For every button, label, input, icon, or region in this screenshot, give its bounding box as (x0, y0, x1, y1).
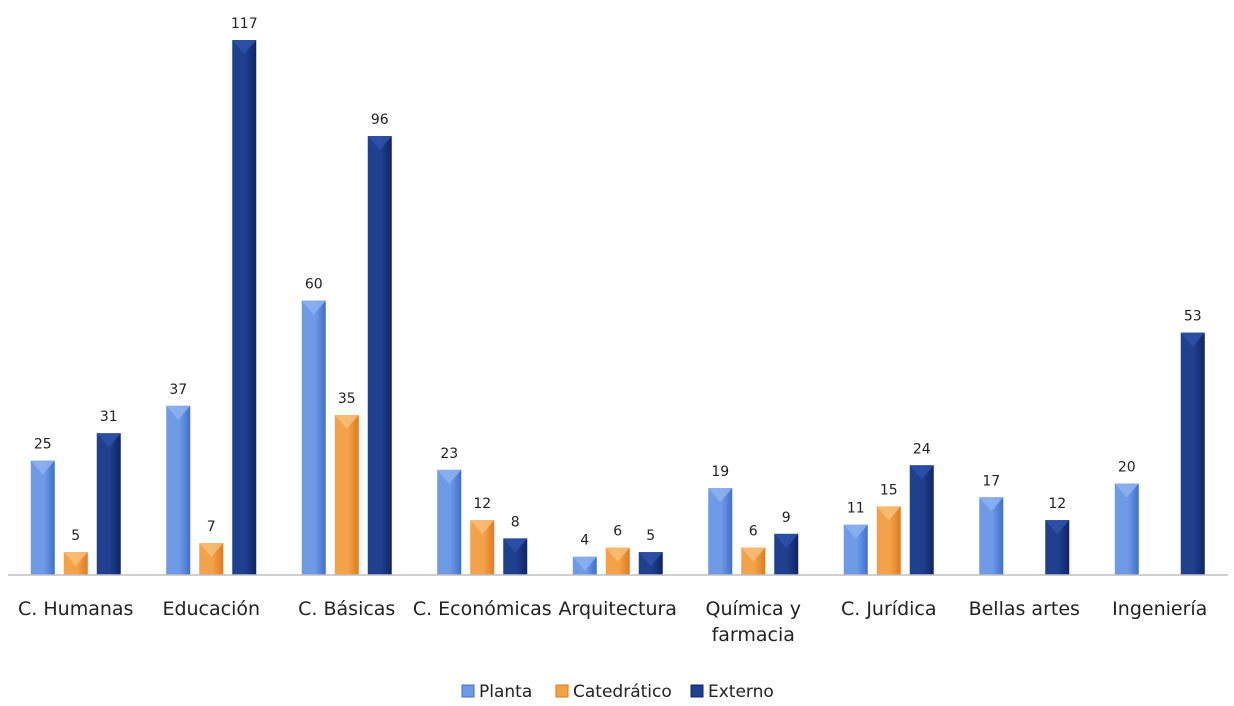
value-label-catedratico-c-juridica: 15 (880, 482, 898, 498)
bar-cap-catedratico-educacion (199, 542, 224, 557)
bar-cap-externo-educacion (232, 40, 257, 54)
category-label-c-economicas: C. Económicas (413, 598, 552, 620)
category-label-ingenieria: Ingeniería (1112, 598, 1207, 620)
bars-layer (30, 40, 1205, 575)
value-label-catedratico-quimica-y-farmacia: 6 (749, 524, 758, 540)
category-label-educacion: Educación (162, 598, 260, 620)
value-label-externo-quimica-y-farmacia: 9 (782, 510, 791, 526)
bar-cap-catedratico-c-juridica (876, 506, 901, 521)
value-label-externo-ingenieria: 53 (1184, 309, 1202, 325)
value-label-externo-c-humanas: 31 (100, 409, 118, 425)
value-label-planta-c-juridica: 11 (847, 501, 865, 517)
bar-cap-planta-ingenieria (1114, 483, 1139, 498)
bar-externo-c-juridica (909, 465, 934, 575)
bar-cap-planta-quimica-y-farmacia (708, 488, 733, 503)
legend-swatch-planta (461, 684, 475, 698)
bar-cap-externo-bellas-artes (1045, 520, 1070, 535)
bar-cap-externo-ingenieria (1180, 332, 1205, 347)
value-label-externo-bellas-artes: 12 (1048, 496, 1066, 512)
bar-planta-c-basicas (301, 300, 326, 575)
category-label-c-juridica: C. Jurídica (841, 598, 937, 620)
value-label-planta-quimica-y-farmacia: 19 (711, 464, 729, 480)
bar-externo-c-humanas (96, 433, 121, 575)
bar-cap-externo-c-economicas (503, 538, 528, 553)
category-label-arquitectura: Arquitectura (559, 598, 677, 620)
value-label-catedratico-educacion: 7 (207, 519, 216, 535)
bar-cap-catedratico-quimica-y-farmacia (741, 547, 766, 562)
bar-cap-catedratico-c-economicas (470, 520, 495, 535)
bar-externo-educacion (232, 40, 257, 575)
bar-cap-externo-c-juridica (909, 465, 934, 480)
value-label-externo-arquitectura: 5 (646, 528, 655, 544)
bar-planta-c-economicas (437, 469, 462, 575)
bar-planta-educacion (166, 405, 191, 575)
bar-externo-c-basicas (367, 136, 392, 575)
value-label-planta-c-economicas: 23 (440, 446, 458, 462)
legend-label-catedratico: Catedrático (573, 682, 672, 702)
value-label-catedratico-c-humanas: 5 (71, 528, 80, 544)
category-label-quimica-y-farmacia: Química y farmacia (706, 598, 801, 646)
bar-cap-planta-c-basicas (301, 300, 326, 315)
bar-cap-planta-arquitectura (572, 556, 597, 571)
value-label-planta-educacion: 37 (169, 382, 187, 398)
bar-catedratico-c-basicas (334, 414, 359, 575)
legend-swatch-externo (690, 684, 704, 698)
bar-cap-planta-educacion (166, 405, 191, 420)
value-label-planta-arquitectura: 4 (580, 533, 589, 549)
value-label-externo-c-basicas: 96 (371, 112, 389, 128)
bar-cap-planta-bellas-artes (979, 497, 1004, 512)
bar-planta-c-humanas (30, 460, 55, 575)
value-label-catedratico-c-basicas: 35 (338, 391, 356, 407)
legend: Planta Catedrático Externo (461, 682, 774, 702)
bar-cap-catedratico-c-basicas (334, 414, 359, 429)
value-label-externo-c-economicas: 8 (511, 514, 520, 530)
bar-planta-quimica-y-farmacia (708, 488, 733, 575)
bar-planta-ingenieria (1114, 483, 1139, 575)
value-label-catedratico-arquitectura: 6 (613, 524, 622, 540)
bar-externo-ingenieria (1180, 332, 1205, 575)
value-label-planta-ingenieria: 20 (1118, 460, 1136, 476)
legend-swatch-catedratico (555, 684, 569, 698)
value-label-externo-c-juridica: 24 (913, 441, 931, 457)
value-label-planta-bellas-artes: 17 (982, 473, 1000, 489)
bar-cap-externo-c-basicas (367, 136, 392, 151)
bar-cap-externo-c-humanas (96, 433, 121, 448)
bar-cap-externo-arquitectura (638, 552, 663, 567)
bar-cap-planta-c-humanas (30, 460, 55, 475)
value-label-catedratico-c-economicas: 12 (473, 496, 491, 512)
category-label-c-humanas: C. Humanas (18, 598, 133, 620)
value-label-planta-c-humanas: 25 (34, 437, 52, 453)
value-label-planta-c-basicas: 60 (305, 277, 323, 293)
value-label-externo-educacion: 117 (231, 16, 258, 32)
bar-cap-externo-quimica-y-farmacia (774, 533, 799, 548)
bar-cap-catedratico-c-humanas (63, 552, 88, 567)
bar-cap-planta-c-economicas (437, 469, 462, 484)
category-label-bellas-artes: Bellas artes (969, 598, 1080, 620)
bar-cap-catedratico-arquitectura (605, 547, 630, 562)
category-label-c-basicas: C. Básicas (298, 598, 395, 620)
legend-label-externo: Externo (708, 682, 774, 702)
legend-label-planta: Planta (479, 682, 532, 702)
bar-cap-planta-c-juridica (843, 524, 868, 539)
